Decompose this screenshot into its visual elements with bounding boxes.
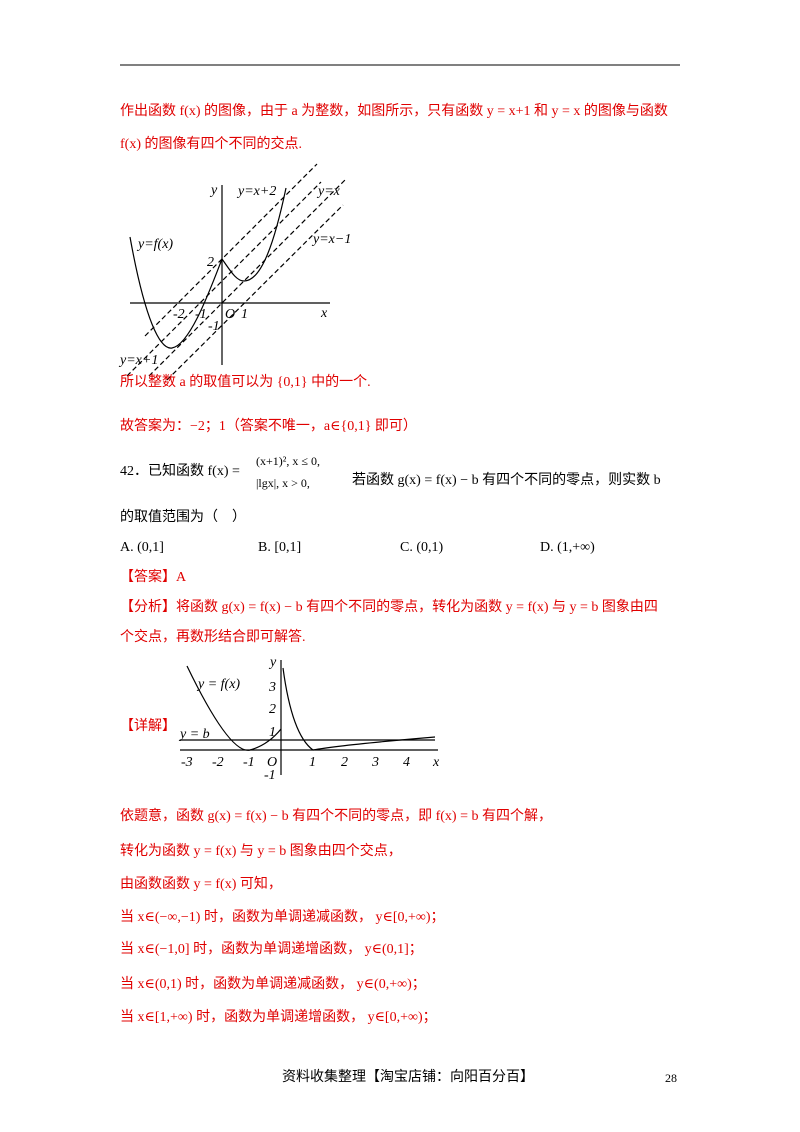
curve [282,667,436,751]
detail-line: 当 x∈(−∞,−1) 时，函数为单调递减函数， y∈[0,+∞)； [120,910,445,925]
question-stem: 42．已知函数 f(x) = [120,464,240,479]
label: O [267,755,277,770]
label: 1 [309,755,316,770]
detail-line: 依题意，函数 g(x) = f(x) − b 有四个不同的零点，即 f(x) =… [120,809,552,824]
label: -3 [181,755,193,770]
paragraph: 作出函数 f(x) 的图像，由于 a 为整数，如图所示，只有函数 y = x+1… [120,104,668,119]
detail-line: 由函数函数 y = f(x) 可知， [120,877,282,892]
piecewise-case: (x+1)², x ≤ 0, [256,454,320,468]
paragraph: f(x) 的图像有四个不同的交点. [120,137,302,152]
option: B. [0,1] [258,540,302,555]
label: x [432,755,440,770]
label: 2 [269,702,276,717]
label: -2 [173,307,185,322]
label: 4 [403,755,410,770]
label: y=x+2 [236,184,276,199]
label: 1 [241,307,248,322]
label: y [268,655,277,670]
label: 3 [268,680,276,695]
label: -1 [208,319,220,334]
question-stem: 的取值范围为（ ） [120,510,246,525]
line [166,204,344,381]
label: 2 [207,255,214,270]
figure-2: y y = f(x) 3 2 y = b 1 -3 -2 -1 O 1 2 3 … [178,655,440,783]
label: 2 [341,755,348,770]
curve [129,187,287,349]
label: -2 [212,755,224,770]
label: y=x+1 [118,353,158,368]
detail-line: 当 x∈(−1,0] 时，函数为单调递增函数， y∈(0,1]； [120,942,423,957]
label: x [320,306,328,321]
detail-line: 转化为函数 y = f(x) 与 y = b 图象由四个交点， [120,844,402,859]
analysis: 【分析】将函数 g(x) = f(x) − b 有四个不同的零点，转化为函数 y… [120,600,658,615]
curve [186,665,282,751]
label: y = f(x) [196,677,240,692]
analysis: 个交点，再数形结合即可解答. [120,630,306,645]
label: 3 [371,755,379,770]
line [126,181,322,377]
label: 1 [269,725,276,740]
figure-1: y y=x+2 y=x y=x−1 y=f(x) 2 -2 -1 O 1 x -… [118,163,351,381]
footer-source: 资料收集整理【淘宝店铺：向阳百分百】 [282,1070,534,1085]
paragraph: 所以整数 a 的取值可以为 {0,1} 中的一个. [120,375,371,390]
label: y=x [316,184,341,199]
label: O [225,307,235,322]
label: y = b [178,727,210,742]
option: A. (0,1] [120,540,164,555]
option: D. (1,+∞) [540,540,595,555]
option: C. (0,1) [400,540,444,555]
line [144,163,318,337]
label: y=x−1 [311,232,351,247]
label: -1 [243,755,255,770]
page-number: 28 [665,1071,677,1085]
label: y [209,183,218,198]
piecewise-case: |lgx|, x > 0, [256,476,310,490]
label: -1 [264,768,276,783]
answer: 【答案】A [120,570,187,585]
label: y=f(x) [136,237,173,252]
paragraph: 故答案为：−2；1（答案不唯一，a∈{0,1} 即可） [120,419,417,434]
detail-label: 【详解】 [120,719,176,734]
line [148,179,346,377]
detail-line: 当 x∈[1,+∞) 时，函数为单调递增函数， y∈[0,+∞)； [120,1010,437,1025]
detail-line: 当 x∈(0,1) 时，函数为单调递减函数， y∈(0,+∞)； [120,977,426,992]
question-stem: 若函数 g(x) = f(x) − b 有四个不同的零点，则实数 b [352,473,661,488]
label: -1 [195,307,207,322]
